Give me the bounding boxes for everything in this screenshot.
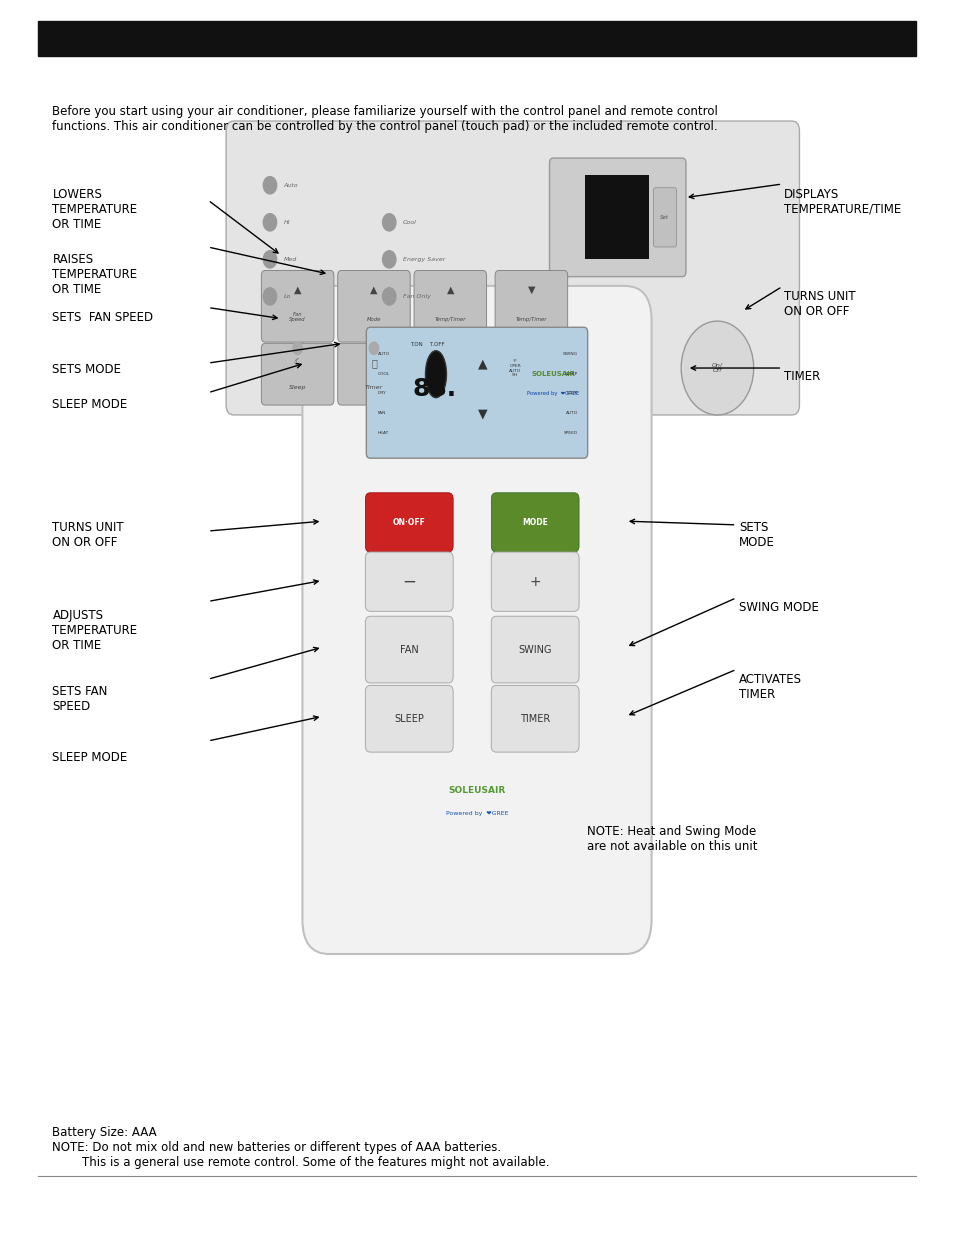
Text: FAN: FAN	[399, 645, 418, 655]
FancyBboxPatch shape	[365, 493, 453, 552]
Text: SETS FAN
SPEED: SETS FAN SPEED	[52, 685, 108, 714]
Text: Med: Med	[283, 257, 296, 262]
Text: SLEEP: SLEEP	[394, 714, 424, 724]
Circle shape	[382, 288, 395, 305]
Text: Sleep: Sleep	[289, 385, 306, 390]
FancyBboxPatch shape	[302, 285, 651, 953]
Text: SWING: SWING	[562, 352, 578, 356]
Text: LOWERS
TEMPERATURE
OR TIME: LOWERS TEMPERATURE OR TIME	[52, 188, 137, 231]
Text: Fan Only: Fan Only	[402, 294, 430, 299]
Circle shape	[263, 214, 276, 231]
FancyBboxPatch shape	[365, 552, 453, 611]
Text: Lo: Lo	[283, 294, 291, 299]
Text: SWING: SWING	[517, 645, 552, 655]
Text: NOTE: Heat and Swing Mode
are not available on this unit: NOTE: Heat and Swing Mode are not availa…	[586, 825, 757, 853]
FancyBboxPatch shape	[226, 121, 799, 415]
Text: ⏱: ⏱	[371, 358, 376, 368]
Text: Hi: Hi	[283, 220, 290, 225]
Text: Timer: Timer	[364, 385, 383, 390]
Text: Fan
Speed: Fan Speed	[289, 311, 306, 322]
Text: SLEEP MODE: SLEEP MODE	[52, 751, 128, 764]
Text: T.ON    T.OFF: T.ON T.OFF	[410, 342, 444, 347]
Circle shape	[369, 342, 378, 354]
Text: SETS  FAN SPEED: SETS FAN SPEED	[52, 311, 153, 325]
Text: Mode: Mode	[366, 317, 381, 322]
Text: AUTO: AUTO	[377, 352, 390, 356]
Text: TURNS UNIT
ON OR OFF: TURNS UNIT ON OR OFF	[783, 290, 855, 319]
Text: FAN: FAN	[377, 411, 386, 415]
Text: Temp/Timer: Temp/Timer	[516, 317, 546, 322]
Text: AUTO: AUTO	[565, 411, 578, 415]
FancyBboxPatch shape	[261, 270, 334, 342]
Text: Powered by  ❤GREE: Powered by ❤GREE	[527, 391, 578, 396]
Ellipse shape	[425, 351, 446, 398]
Bar	[38, 21, 915, 56]
Text: LOCK: LOCK	[566, 391, 578, 395]
Bar	[584, 175, 648, 259]
Text: SPEED: SPEED	[563, 431, 578, 435]
Text: ▲: ▲	[294, 285, 301, 295]
FancyBboxPatch shape	[261, 343, 334, 405]
FancyBboxPatch shape	[491, 616, 578, 683]
Text: RAISES
TEMPERATURE
OR TIME: RAISES TEMPERATURE OR TIME	[52, 253, 137, 296]
Text: TIMER: TIMER	[783, 370, 820, 384]
Text: Cool: Cool	[402, 220, 416, 225]
Text: MODE: MODE	[521, 517, 548, 527]
FancyBboxPatch shape	[491, 552, 578, 611]
Text: ▲: ▲	[370, 285, 377, 295]
Text: SETS MODE: SETS MODE	[52, 363, 121, 377]
FancyBboxPatch shape	[653, 188, 676, 247]
Text: Set: Set	[659, 215, 669, 220]
Text: DISPLAYS
TEMPERATURE/TIME: DISPLAYS TEMPERATURE/TIME	[783, 188, 901, 216]
FancyBboxPatch shape	[366, 327, 587, 458]
Text: ▲: ▲	[446, 285, 454, 295]
Text: Temp/Timer: Temp/Timer	[435, 317, 465, 322]
FancyBboxPatch shape	[549, 158, 685, 277]
FancyBboxPatch shape	[365, 685, 453, 752]
Text: Before you start using your air conditioner, please familiarize yourself with th: Before you start using your air conditio…	[52, 105, 718, 133]
Text: SLEEP MODE: SLEEP MODE	[52, 398, 128, 411]
Text: ☾: ☾	[293, 358, 302, 368]
Text: SLEEP: SLEEP	[564, 372, 578, 375]
Circle shape	[263, 251, 276, 268]
Text: ACTIVATES
TIMER: ACTIVATES TIMER	[739, 673, 801, 701]
Circle shape	[293, 342, 302, 354]
Text: DRY: DRY	[377, 391, 386, 395]
FancyBboxPatch shape	[337, 343, 410, 405]
Text: 88.: 88.	[413, 377, 456, 401]
Text: On/
Off: On/ Off	[711, 363, 722, 373]
Text: SETS
MODE: SETS MODE	[739, 521, 775, 550]
Text: ▲: ▲	[477, 358, 487, 370]
FancyBboxPatch shape	[491, 685, 578, 752]
Text: COOL: COOL	[377, 372, 390, 375]
Text: TURNS UNIT
ON OR OFF: TURNS UNIT ON OR OFF	[52, 521, 124, 550]
FancyBboxPatch shape	[414, 270, 486, 342]
Text: ON·OFF: ON·OFF	[393, 517, 425, 527]
Text: Powered by  ❤GREE: Powered by ❤GREE	[445, 811, 508, 816]
Circle shape	[680, 321, 753, 415]
Text: ADJUSTS
TEMPERATURE
OR TIME: ADJUSTS TEMPERATURE OR TIME	[52, 609, 137, 652]
Text: ▼: ▼	[527, 285, 535, 295]
FancyBboxPatch shape	[495, 270, 567, 342]
Text: TIMER: TIMER	[519, 714, 550, 724]
Text: SOLEUSAIR: SOLEUSAIR	[448, 785, 505, 795]
Text: +: +	[529, 574, 540, 589]
Text: °F
OPER
AUTO
5H: °F OPER AUTO 5H	[509, 359, 520, 377]
Text: SOLEUSAIR: SOLEUSAIR	[531, 372, 575, 377]
FancyBboxPatch shape	[337, 270, 410, 342]
Circle shape	[263, 288, 276, 305]
Circle shape	[382, 251, 395, 268]
Text: SWING MODE: SWING MODE	[739, 601, 819, 615]
Text: −: −	[402, 573, 416, 590]
Text: Battery Size: AAA
NOTE: Do not mix old and new batteries or different types of A: Battery Size: AAA NOTE: Do not mix old a…	[52, 1126, 549, 1170]
Circle shape	[263, 177, 276, 194]
Text: ▼: ▼	[477, 408, 487, 420]
Text: Energy Saver: Energy Saver	[402, 257, 444, 262]
FancyBboxPatch shape	[365, 616, 453, 683]
Circle shape	[382, 214, 395, 231]
Text: Auto: Auto	[283, 183, 297, 188]
Text: HEAT: HEAT	[377, 431, 389, 435]
FancyBboxPatch shape	[491, 493, 578, 552]
